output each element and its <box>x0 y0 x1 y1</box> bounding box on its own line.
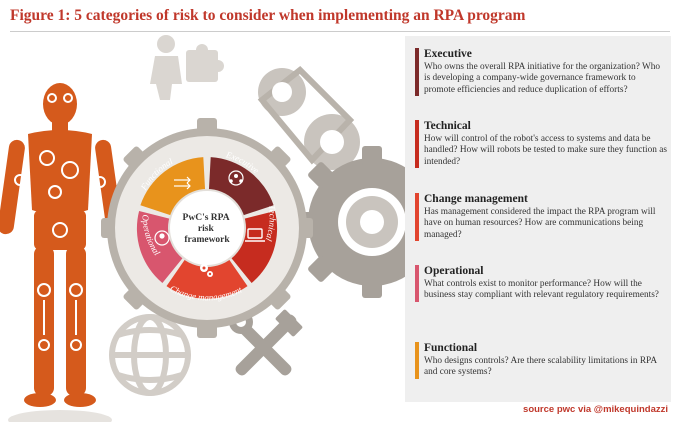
framework-wheel: PwC's RPA risk framework Function <box>101 118 313 338</box>
segment-technical <box>229 211 278 283</box>
category-description: What controls exist to monitor performan… <box>424 279 659 301</box>
category-title: Change management <box>424 193 528 205</box>
puzzle-person-icon <box>150 35 224 100</box>
robot-figure-icon <box>0 83 123 422</box>
category-technical: Technical How will control of the robot'… <box>415 120 667 169</box>
category-description: Who designs controls? Are there scalabil… <box>424 356 657 378</box>
category-title: Operational <box>424 265 484 277</box>
tools-icon <box>229 309 303 376</box>
segment-change-management <box>166 257 248 299</box>
category-change-management: Change management Has management conside… <box>415 193 667 242</box>
categories-panel: Executive Who owns the overall RPA initi… <box>405 36 671 402</box>
category-title: Executive <box>424 48 472 60</box>
source-credit: source pwc via @mikequindazzi <box>523 404 668 415</box>
rpa-risk-diagram: PwC's RPA risk framework Function <box>0 35 410 422</box>
category-description: How will control of the robot's access t… <box>424 134 667 167</box>
gear-belt-icon <box>257 65 360 170</box>
process-arrows-icon <box>174 176 191 190</box>
globe-icon <box>109 314 191 396</box>
category-title: Technical <box>424 120 471 132</box>
large-gear-icon <box>296 146 410 298</box>
person-cycle-icon <box>154 230 170 246</box>
gears-icon <box>200 264 213 277</box>
people-group-icon <box>228 170 244 186</box>
wheel-center-label: PwC's RPA risk framework <box>183 213 232 245</box>
category-description: Has management considered the impact the… <box>424 207 656 240</box>
figure-title: Figure 1: 5 categories of risk to consid… <box>10 7 526 24</box>
category-description: Who owns the overall RPA initiative for … <box>424 62 661 95</box>
title-divider <box>10 31 670 32</box>
category-executive: Executive Who owns the overall RPA initi… <box>415 48 667 97</box>
category-title: Functional <box>424 342 478 354</box>
laptop-icon <box>245 228 265 242</box>
category-operational: Operational What controls exist to monit… <box>415 265 667 302</box>
category-functional: Functional Who designs controls? Are the… <box>415 342 667 379</box>
segment-operational <box>136 211 185 283</box>
segment-functional <box>140 157 206 217</box>
segment-executive <box>208 157 274 217</box>
